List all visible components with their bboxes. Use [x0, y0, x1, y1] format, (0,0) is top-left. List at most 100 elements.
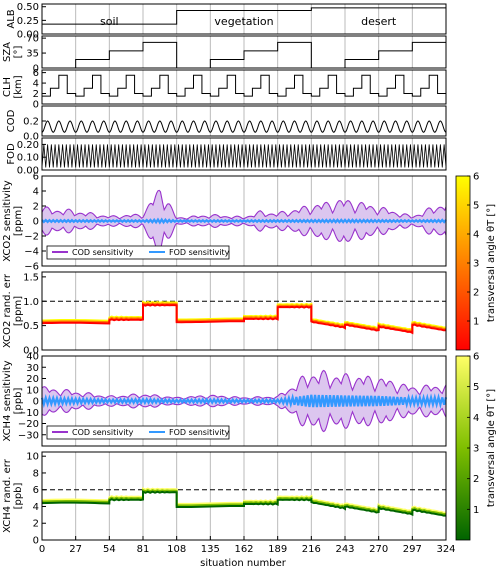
- clh-ylabel-unit: [km]: [13, 75, 24, 98]
- xch4_sens-legend-fod-label: FOD sensitivity: [169, 428, 230, 437]
- panel-cod: 0.0 0.2 COD: [6, 105, 447, 143]
- colorbar-tick-label: 6: [473, 352, 479, 363]
- alb-ylabel: ALB: [6, 9, 17, 28]
- xch4_sens-cod-lower: [41, 402, 447, 433]
- panel-xch4_err: 0 2 4 6 8 10 XCH4 rand. err [ppb]: [2, 451, 447, 547]
- xco2_err-ytick-label: 1.5: [23, 272, 39, 283]
- x-tick-label: 324: [436, 544, 455, 555]
- fod-ytick-label: 0.00: [17, 166, 39, 177]
- panel-frame: [41, 271, 447, 351]
- sza-ylabel: SZA: [2, 42, 13, 62]
- x-tick-label: 243: [335, 544, 354, 555]
- xco2_sens-ytick-label: 6: [33, 172, 39, 183]
- colorbar-tick-label: 5: [473, 201, 479, 212]
- xco2_sens-ytick-label: 0: [33, 217, 39, 228]
- xco2_err-ytick-label: 0.0: [23, 346, 39, 357]
- xch4_sens-ytick-label: 10: [26, 385, 39, 396]
- clh-ytick-label: 0: [33, 100, 39, 111]
- xco2_err-ytick-label: 1.0: [23, 297, 39, 308]
- colorbar-tick-label: 5: [473, 382, 479, 393]
- fod-line: [41, 144, 447, 168]
- sza-ytick-label: 0: [33, 64, 39, 75]
- xco2_err-err-strand-2: [41, 303, 447, 335]
- panel-frame: [41, 105, 447, 137]
- xch4_sens-cod-upper: [41, 369, 447, 400]
- colorbar-tick-label: 4: [473, 230, 479, 241]
- fod-ytick-label: 0.20: [17, 140, 39, 151]
- xco2_sens-ylabel: XCO2 sensitivity: [2, 180, 13, 262]
- colorbar-tick-label: 3: [473, 444, 479, 455]
- x-tick-label: 270: [369, 544, 388, 555]
- panel-sza: 0 35 70 SZA [°]: [2, 34, 447, 75]
- xco2_sens-ytick-label: 2: [33, 202, 39, 213]
- colorbar-label: transversal angle θT [°]: [486, 389, 497, 507]
- fod-ytick-label: 0.10: [17, 153, 39, 164]
- region-label-desert: desert: [361, 15, 397, 28]
- xch4_sens-ytick-label: 40: [26, 352, 39, 363]
- xch4_sens-ytick-label: −30: [18, 430, 39, 441]
- x-tick-label: 162: [234, 544, 253, 555]
- xch4_sens-legend-box: [46, 425, 230, 440]
- cod-ylabel: COD: [6, 109, 17, 132]
- alb-ytick-label: 0.25: [17, 16, 39, 27]
- colorbar-tick-label: 6: [473, 172, 479, 183]
- xco2_sens-ylabel-unit: [ppm]: [13, 206, 24, 236]
- xch4_sens-ytick-label: −10: [18, 408, 39, 419]
- colorbar-tick-label: 4: [473, 413, 479, 424]
- xch4_err-ytick-label: 4: [33, 502, 39, 513]
- xch4_sens-legend-cod-label: COD sensitivity: [72, 428, 134, 437]
- fod-ylabel: FOD: [6, 143, 17, 165]
- sza-ytick-label: 35: [26, 49, 39, 60]
- xch4_sens-fod-line: [40, 393, 448, 410]
- sza-ytick-label: 70: [26, 34, 39, 45]
- region-labels: soil vegetation desert: [100, 15, 397, 28]
- cod-ytick-label: 0.2: [23, 117, 39, 128]
- xco2_sens-ytick-label: −4: [24, 247, 39, 258]
- x-tick-label: 297: [403, 544, 422, 555]
- panel-frame: [41, 355, 447, 447]
- x-tick-label: 216: [302, 544, 321, 555]
- colorbar-tick-label: 3: [473, 259, 479, 270]
- xco2_sens-ytick-label: −2: [24, 232, 39, 243]
- xco2_sens-legend-cod-label: COD sensitivity: [72, 248, 134, 257]
- xco2_err-ylabel-unit: [ppm]: [13, 296, 24, 326]
- xch4_sens-ylabel: XCH4 sensitivity: [2, 360, 13, 441]
- xch4_err-ytick-label: 6: [33, 485, 39, 496]
- clh-ytick-label: 4: [33, 79, 39, 90]
- xch4_sens-ytick-label: −20: [18, 419, 39, 430]
- clh-ytick-label: 6: [33, 68, 39, 79]
- panel-frame: [41, 69, 447, 105]
- panel-xco2_err: 0.0 0.5 1.0 1.5 XCO2 rand. err [ppm]: [2, 271, 447, 357]
- xco2_err-ytick-label: 0.5: [23, 321, 39, 332]
- xch4_err-ytick-label: 10: [26, 452, 39, 463]
- xco2_sens-ytick-label: 4: [33, 187, 39, 198]
- xch4_sens-ytick-label: 20: [26, 374, 39, 385]
- alb-line: [42, 7, 446, 25]
- xco2_sens-fod-line: [41, 217, 447, 225]
- xch4_err-ylabel-unit: [ppb]: [13, 482, 24, 509]
- x-tick-label: 0: [39, 544, 45, 555]
- clh-ylabel: CLH: [2, 77, 13, 97]
- alb-ytick-label: 0.00: [17, 30, 39, 41]
- colorbar-tick-label: 1: [473, 505, 479, 516]
- x-tick-label: 27: [69, 544, 82, 555]
- xco2_sens-legend-fod-label: FOD sensitivity: [169, 248, 230, 257]
- xco2_sens-legend: COD sensitivity FOD sensitivity: [46, 245, 230, 260]
- cod-line: [41, 120, 447, 133]
- x-axis: 0 27 54 81 108 135 162 189 216 243 270 297 324: [39, 536, 456, 555]
- xch4_sens-ylabel-unit: [ppb]: [13, 387, 24, 414]
- xch4_err-ytick-label: 8: [33, 468, 39, 479]
- panel-frame: [41, 137, 447, 171]
- panel-frame: [41, 35, 447, 69]
- region-label-soil: soil: [100, 15, 119, 28]
- colorbar-tick-label: 2: [473, 474, 479, 485]
- x-tick-label: 135: [201, 544, 220, 555]
- colorbar-label: transversal angle θT [°]: [486, 204, 497, 322]
- xch4_err-ytick-label: 2: [33, 519, 39, 530]
